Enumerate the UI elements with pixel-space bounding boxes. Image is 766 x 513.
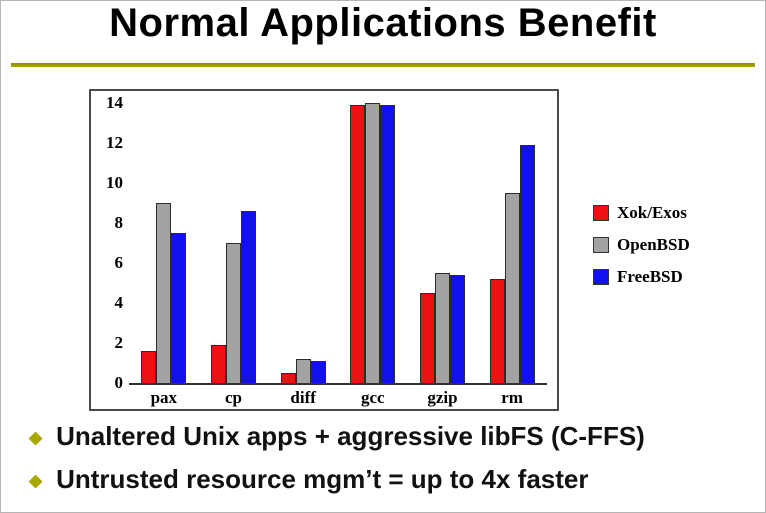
y-tick-label: 6 [114,253,124,272]
y-tick-label: 0 [114,373,124,392]
bullet-list: ◆ Unaltered Unix apps + aggressive libFS… [29,421,755,507]
bar-openbsd [434,273,450,383]
legend-swatch [593,237,609,253]
legend-label: FreeBSD [617,267,683,286]
bar-openbsd [295,359,311,383]
legend-swatch [593,205,609,221]
chart-inner: 0 2 4 6 8 10 12 14 [97,94,547,392]
y-tick-label: 12 [106,133,123,152]
legend-item: FreeBSD [593,267,690,287]
legend-item: Xok/Exos [593,203,690,223]
bar-freebsd [310,361,326,383]
bar-group [210,103,256,383]
diamond-bullet-icon: ◆ [29,471,43,490]
y-axis: 0 2 4 6 8 10 12 14 [97,94,129,392]
x-tick-label: cp [224,388,242,407]
y-tick-label: 2 [114,333,124,352]
x-tick-label: gcc [361,388,385,407]
x-tick-label: gzip [427,388,458,407]
bar-chart: 0 2 4 6 8 10 12 14 pax cp diff gcc gzip rm [89,89,559,411]
y-tick-label: 4 [114,293,124,312]
chart-legend: Xok/Exos OpenBSD FreeBSD [593,203,690,287]
bar-freebsd [449,275,465,383]
bar-group [419,103,465,383]
legend-label: Xok/Exos [617,203,687,222]
bullet-text: Untrusted resource mgm’t = up to 4x fast… [56,464,589,494]
bar-freebsd [380,105,396,383]
legend-label: OpenBSD [617,235,690,254]
x-tick-label: rm [501,388,523,407]
bar-openbsd [156,203,172,383]
page-title: Normal Applications Benefit [109,1,657,45]
x-tick-label: diff [290,388,316,407]
title-underline [11,63,755,67]
legend-swatch [593,269,609,285]
bar-openbsd [365,103,381,383]
bullet-text: Unaltered Unix apps + aggressive libFS (… [56,421,645,451]
bar-group [489,103,535,383]
bullet-item: ◆ Unaltered Unix apps + aggressive libFS… [29,421,755,452]
legend-item: OpenBSD [593,235,690,255]
bar-freebsd [171,233,187,383]
bar-freebsd [240,211,256,383]
y-tick-label: 8 [114,213,124,232]
bar-xok-exos [419,293,435,383]
bullet-item: ◆ Untrusted resource mgm’t = up to 4x fa… [29,464,755,495]
diamond-bullet-icon: ◆ [29,428,43,447]
y-tick-label: 14 [106,93,123,112]
bar-xok-exos [210,345,226,383]
bar-group [350,103,396,383]
bar-freebsd [519,145,535,383]
bar-xok-exos [280,373,296,383]
bar-openbsd [225,243,241,383]
x-axis: pax cp diff gcc gzip rm [129,385,547,408]
bar-xok-exos [350,105,366,383]
bar-xok-exos [141,351,157,383]
bar-group [280,103,326,383]
bar-xok-exos [489,279,505,383]
plot-area [129,103,547,385]
bar-group [141,103,187,383]
bar-openbsd [504,193,520,383]
x-tick-label: pax [150,388,178,407]
y-tick-label: 10 [106,173,123,192]
